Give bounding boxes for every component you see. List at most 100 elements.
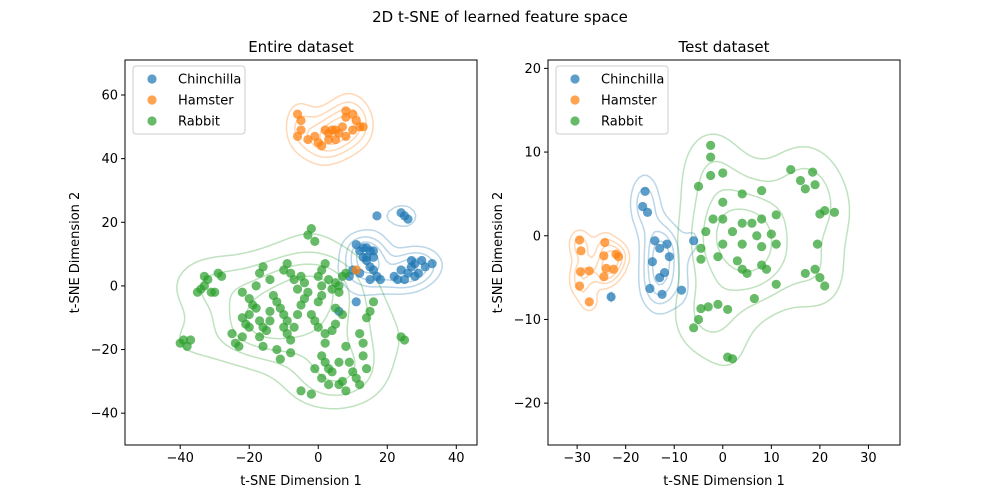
data-point-chinchilla <box>676 285 687 295</box>
data-point-rabbit <box>365 306 375 316</box>
density-contour-chinchilla <box>337 205 443 297</box>
data-point-chinchilla <box>410 271 420 281</box>
legend-box <box>555 65 669 135</box>
y-tick-label: 0 <box>110 279 118 294</box>
data-point-rabbit <box>820 281 830 291</box>
y-tick-label: 60 <box>101 89 118 104</box>
data-point-rabbit <box>296 386 306 396</box>
data-point-rabbit <box>203 274 213 285</box>
x-tick-label: 30 <box>860 451 877 466</box>
data-point-rabbit <box>289 322 299 332</box>
data-point-chinchilla <box>655 243 665 253</box>
data-point-rabbit <box>820 206 830 216</box>
x-tick-label: −20 <box>236 451 263 466</box>
data-point-rabbit <box>368 297 379 307</box>
data-point-rabbit <box>341 268 351 278</box>
data-point-rabbit <box>272 344 282 355</box>
density-contour-chinchilla <box>608 174 698 315</box>
data-point-rabbit <box>766 229 776 239</box>
data-point-rabbit <box>265 316 275 326</box>
data-point-rabbit <box>713 252 723 262</box>
data-point-rabbit <box>289 274 299 285</box>
data-point-rabbit <box>701 226 711 237</box>
data-point-rabbit <box>292 284 303 294</box>
data-point-rabbit <box>786 165 796 175</box>
data-point-rabbit <box>706 152 716 162</box>
data-point-rabbit <box>732 256 742 266</box>
density-contour-hamster <box>568 229 631 312</box>
data-point-rabbit <box>227 329 237 339</box>
legend: Chinchilla Hamster Rabbit <box>132 65 246 135</box>
data-point-hamster <box>608 264 619 274</box>
data-point-hamster <box>341 131 351 141</box>
data-point-rabbit <box>320 329 330 339</box>
data-point-rabbit <box>718 168 728 178</box>
data-point-rabbit <box>258 341 268 351</box>
density-contour-hamster <box>294 101 368 159</box>
data-point-hamster <box>601 263 611 274</box>
data-point-chinchilla <box>650 236 660 246</box>
data-point-rabbit <box>292 309 303 320</box>
data-point-hamster <box>341 112 351 122</box>
chart-title: Test dataset <box>677 38 769 56</box>
data-point-chinchilla <box>399 274 410 285</box>
data-point-chinchilla <box>372 211 382 221</box>
x-tick-label: 40 <box>448 451 465 466</box>
y-tick-label: 20 <box>101 216 118 231</box>
data-point-chinchilla <box>375 274 385 285</box>
data-point-rabbit <box>689 323 699 333</box>
data-point-rabbit <box>761 264 772 274</box>
data-point-rabbit <box>317 281 327 291</box>
x-tick-label: 20 <box>379 451 396 466</box>
data-point-rabbit <box>254 332 265 342</box>
data-point-rabbit <box>808 167 818 177</box>
density-contour-chinchilla <box>636 187 680 305</box>
data-point-rabbit <box>251 303 261 313</box>
data-point-rabbit <box>337 376 348 386</box>
density-contour-chinchilla <box>344 236 435 289</box>
legend-box <box>132 65 246 135</box>
x-tick-label: 0 <box>314 451 322 466</box>
data-point-chinchilla <box>417 255 427 266</box>
x-tick-label: 0 <box>719 451 727 466</box>
legend-marker-chinchilla <box>147 74 157 84</box>
density-contour-rabbit <box>674 133 851 367</box>
data-point-hamster <box>337 122 348 132</box>
data-point-rabbit <box>358 351 368 361</box>
data-point-hamster <box>351 265 361 275</box>
data-point-rabbit <box>330 319 341 329</box>
data-point-rabbit <box>306 224 316 234</box>
data-point-rabbit <box>251 281 261 291</box>
data-point-rabbit <box>718 197 728 207</box>
data-point-rabbit <box>275 354 285 364</box>
legend-marker-rabbit <box>147 116 157 126</box>
data-point-rabbit <box>341 386 351 396</box>
data-point-rabbit <box>815 273 825 283</box>
data-point-chinchilla <box>427 259 437 269</box>
data-point-rabbit <box>355 329 365 339</box>
data-point-rabbit <box>344 357 354 367</box>
data-point-rabbit <box>752 231 762 241</box>
data-point-rabbit <box>337 309 348 320</box>
data-point-chinchilla <box>689 236 699 246</box>
y-tick-label: 40 <box>101 152 118 167</box>
data-point-chinchilla <box>647 257 657 267</box>
data-point-hamster <box>575 267 586 277</box>
data-point-rabbit <box>282 259 292 269</box>
data-point-rabbit <box>696 254 706 264</box>
data-point-rabbit <box>800 184 810 194</box>
data-point-rabbit <box>399 335 410 345</box>
data-point-rabbit <box>237 287 247 297</box>
y-tick-label: 20 <box>524 62 541 77</box>
data-point-rabbit <box>265 306 275 316</box>
data-point-hamster <box>600 237 610 248</box>
y-tick-label: 10 <box>524 146 541 161</box>
data-point-chinchilla <box>396 265 406 275</box>
data-point-rabbit <box>727 226 738 237</box>
data-point-rabbit <box>723 304 733 315</box>
data-point-rabbit <box>757 185 767 196</box>
data-point-hamster <box>317 141 327 151</box>
data-point-hamster <box>574 281 585 291</box>
data-point-rabbit <box>749 293 759 304</box>
